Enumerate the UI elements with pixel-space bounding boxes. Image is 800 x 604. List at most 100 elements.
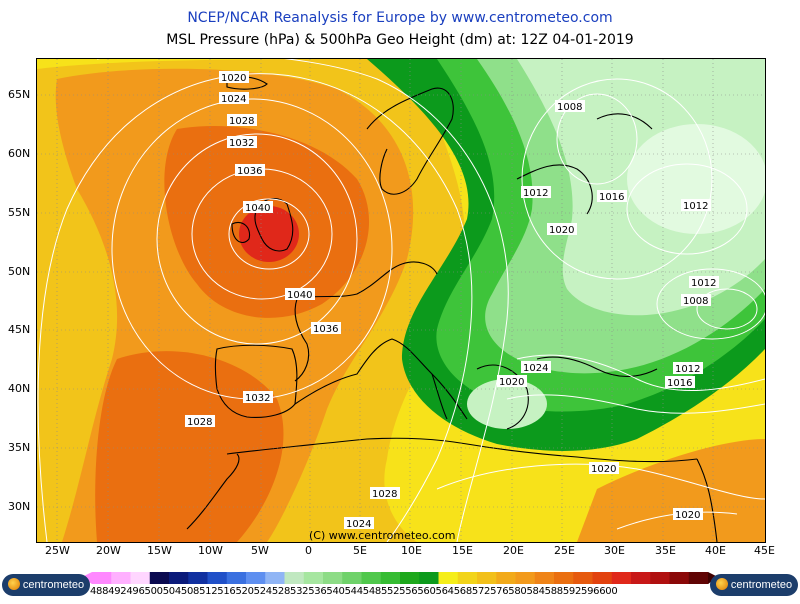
colorbar-cell bbox=[477, 572, 497, 584]
colorbar-cell bbox=[669, 572, 690, 584]
lat-label-50n: 50N bbox=[8, 265, 31, 278]
svg-text:1040: 1040 bbox=[245, 203, 270, 214]
isobar-label: 1020 bbox=[219, 71, 249, 84]
title: NCEP/NCAR Reanalysis for Europe by www.c… bbox=[187, 10, 613, 26]
lon-label-30e: 30E bbox=[604, 544, 625, 557]
isobar-label: 1036 bbox=[235, 164, 265, 177]
svg-text:1020: 1020 bbox=[549, 225, 574, 236]
colorbar-cell bbox=[515, 572, 536, 584]
lon-label-15e: 15E bbox=[452, 544, 473, 557]
isobar-label: 1028 bbox=[185, 415, 215, 428]
colorbar-cell bbox=[496, 572, 516, 584]
lon-label-40e: 40E bbox=[705, 544, 726, 557]
centrometeo-logo-right: centrometeo bbox=[710, 574, 798, 596]
colorbar-cell bbox=[457, 572, 478, 584]
lat-label-35n: 35N bbox=[8, 441, 31, 454]
svg-text:1016: 1016 bbox=[667, 378, 692, 389]
lat-label-60n: 60N bbox=[8, 147, 31, 160]
centrometeo-logo-left: centrometeo bbox=[2, 574, 90, 596]
isobar-label: 1020 bbox=[497, 375, 527, 388]
svg-text:1012: 1012 bbox=[691, 278, 716, 289]
colorbar-cell bbox=[400, 572, 420, 584]
isobar-label: 1024 bbox=[521, 361, 551, 374]
colorbar-cell bbox=[419, 572, 439, 584]
lon-label-5w: 5W bbox=[251, 544, 269, 557]
colorbar-cell bbox=[111, 572, 131, 584]
isobar-label: 1012 bbox=[689, 276, 719, 289]
colorbar-cell bbox=[207, 572, 228, 584]
lat-label-40n: 40N bbox=[8, 382, 31, 395]
lon-label-10w: 10W bbox=[198, 544, 223, 557]
lon-label-20w: 20W bbox=[96, 544, 121, 557]
colorbar-cell bbox=[592, 572, 613, 584]
lon-label-35e: 35E bbox=[655, 544, 676, 557]
logo-text: centrometeo bbox=[22, 579, 85, 591]
logo-text: centrometeo bbox=[730, 579, 793, 591]
lon-label-5e: 5E bbox=[353, 544, 367, 557]
colorbar-cell bbox=[323, 572, 343, 584]
isobar-label: 1016 bbox=[665, 376, 695, 389]
isobar-label: 1040 bbox=[285, 288, 315, 301]
svg-text:1024: 1024 bbox=[221, 94, 246, 105]
isobar-label: 1020 bbox=[547, 223, 577, 236]
map-copyright: (C) www.centrometeo.com bbox=[309, 529, 455, 542]
field-green-palest bbox=[627, 124, 765, 234]
isobar-label: 1028 bbox=[227, 114, 257, 127]
lat-label-30n: 30N bbox=[8, 500, 31, 513]
colorbar-cell bbox=[130, 572, 151, 584]
colorbar-cell bbox=[342, 572, 362, 584]
lon-label-45e: 45E bbox=[754, 544, 775, 557]
colorbar-cell bbox=[534, 572, 555, 584]
isobar-label: 1032 bbox=[243, 391, 273, 404]
isobar-label: 1024 bbox=[344, 517, 374, 530]
colorbar-cell bbox=[188, 572, 208, 584]
colorbar-cell bbox=[226, 572, 247, 584]
svg-text:1032: 1032 bbox=[229, 138, 254, 149]
svg-text:1020: 1020 bbox=[499, 377, 524, 388]
lon-label-25e: 25E bbox=[554, 544, 575, 557]
svg-text:1020: 1020 bbox=[221, 73, 246, 84]
colorbar-cell bbox=[631, 572, 651, 584]
svg-text:1032: 1032 bbox=[245, 393, 270, 404]
lon-label-20e: 20E bbox=[503, 544, 524, 557]
lon-label-0: 0 bbox=[305, 544, 312, 557]
isobar-label: 1032 bbox=[227, 136, 257, 149]
lat-label-55n: 55N bbox=[8, 206, 31, 219]
isobar-label: 1040 bbox=[243, 201, 273, 214]
lat-label-65n: 65N bbox=[8, 88, 31, 101]
field-deep-orange-south bbox=[95, 351, 284, 542]
svg-text:1040: 1040 bbox=[287, 290, 312, 301]
logo-icon bbox=[715, 578, 728, 590]
lon-label-10e: 10E bbox=[401, 544, 422, 557]
svg-text:1024: 1024 bbox=[523, 363, 548, 374]
colorbar-cell bbox=[554, 572, 574, 584]
colorbar-cell bbox=[361, 572, 382, 584]
isobar-label: 1016 bbox=[597, 190, 627, 203]
colorbar-cell bbox=[92, 572, 112, 584]
svg-text:1012: 1012 bbox=[523, 188, 548, 199]
colorbar-cell bbox=[438, 572, 459, 584]
colorbar-cell bbox=[611, 572, 632, 584]
isobar-label: 1012 bbox=[673, 362, 703, 375]
lat-label-45n: 45N bbox=[8, 323, 31, 336]
colorbar-cell bbox=[265, 572, 285, 584]
colorbar-cell bbox=[169, 572, 189, 584]
colorbar-cell bbox=[303, 572, 324, 584]
field-orange-se bbox=[577, 439, 765, 542]
isobar-label: 1020 bbox=[673, 508, 703, 521]
colorbar-cell bbox=[650, 572, 670, 584]
svg-text:1016: 1016 bbox=[599, 192, 624, 203]
colorbar-cell bbox=[380, 572, 401, 584]
svg-text:1012: 1012 bbox=[675, 364, 700, 375]
logo-icon bbox=[7, 578, 20, 590]
isobar-label: 1028 bbox=[370, 487, 400, 500]
svg-text:1024: 1024 bbox=[346, 519, 371, 530]
isobars bbox=[37, 59, 765, 542]
svg-text:1028: 1028 bbox=[372, 489, 397, 500]
colorbar-cell bbox=[149, 572, 170, 584]
isobar-labels: 1020 1024 1028 1032 1036 1040 1040 1036 … bbox=[185, 71, 719, 530]
weather-map: (C) www.centrometeo.com 1020 1024 1028 1… bbox=[36, 58, 766, 543]
subtitle: MSL Pressure (hPa) & 500hPa Geo Height (… bbox=[166, 32, 634, 48]
isobar-label: 1008 bbox=[681, 294, 711, 307]
lon-label-25w: 25W bbox=[45, 544, 70, 557]
